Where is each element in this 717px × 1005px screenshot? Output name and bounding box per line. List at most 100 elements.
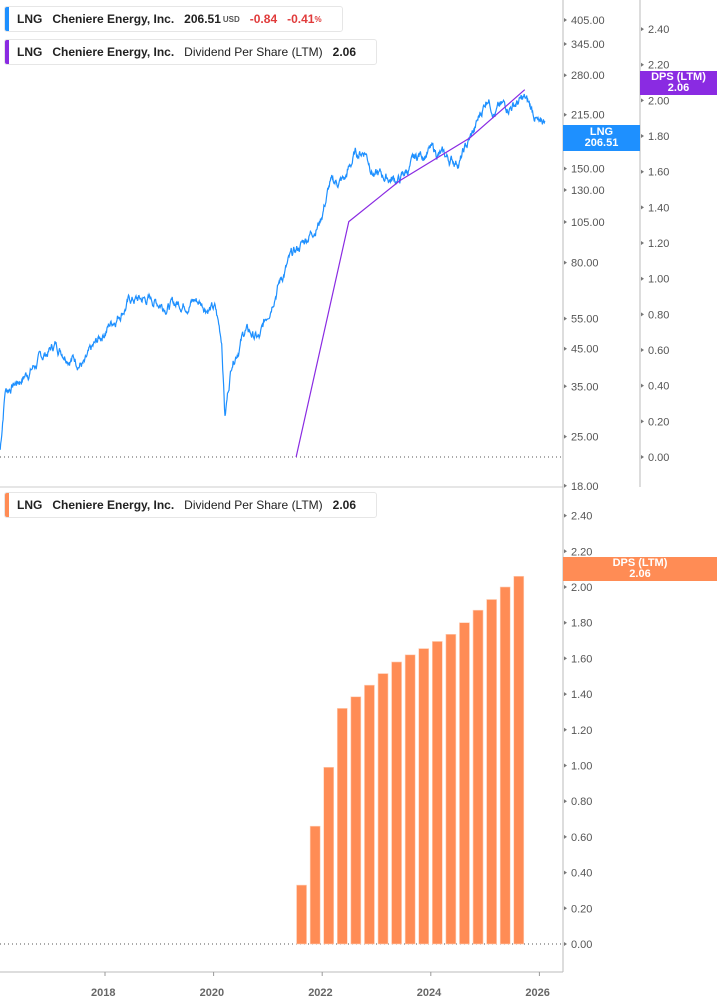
tag-label: LNG [589, 126, 614, 138]
price-legend[interactable]: LNG Cheniere Energy, Inc. 206.51 USD -0.… [4, 6, 343, 32]
dps-bottom-axis-tag: DPS (LTM) 2.06 [563, 557, 717, 581]
legend-price: 206.51 [184, 12, 221, 26]
dps-bar-tick-label: 2.00 [571, 582, 592, 594]
tick-mark [564, 260, 567, 265]
tick-mark [564, 727, 567, 732]
tick-mark [641, 383, 644, 388]
legend-company: Cheniere Energy, Inc. [52, 12, 175, 26]
dps-bar [296, 884, 307, 945]
dps-bar [336, 708, 348, 945]
dps-bar [513, 575, 525, 945]
tag-value: 2.06 [667, 82, 690, 94]
tag-value: 206.51 [584, 137, 619, 149]
tag-value: 2.06 [629, 568, 651, 580]
dps-bar [364, 684, 375, 945]
price-tick-label: 35.00 [571, 381, 599, 393]
dps-line [295, 89, 526, 458]
tick-mark [564, 549, 567, 554]
tick-mark [641, 27, 644, 32]
price-line [0, 93, 546, 450]
tick-mark [641, 455, 644, 459]
price-tick-label: 105.00 [571, 217, 605, 229]
x-tick-label: 2024 [417, 987, 442, 999]
price-tick-label: 55.00 [571, 314, 599, 326]
tick-mark [564, 316, 567, 321]
dps-tick-label: 0.60 [648, 345, 669, 357]
legend-company: Cheniere Energy, Inc. [52, 498, 175, 512]
legend-ticker: LNG [17, 12, 43, 26]
tick-mark [564, 513, 567, 518]
tick-mark [641, 62, 644, 67]
tick-mark [564, 585, 567, 589]
price-tick-label: 18.00 [571, 481, 599, 493]
tick-mark [564, 166, 567, 171]
tick-mark [564, 219, 567, 224]
tick-mark [564, 346, 567, 351]
price-tick-label: 280.00 [571, 70, 605, 82]
legend-company: Cheniere Energy, Inc. [52, 45, 175, 59]
price-tick-label: 405.00 [571, 15, 605, 27]
dps-bar [391, 661, 402, 945]
price-axis-tag: LNG 206.51 [563, 125, 640, 151]
dps-bar-tick-label: 0.20 [571, 903, 592, 915]
dps-bar [350, 696, 362, 945]
price-tick-label: 150.00 [571, 164, 605, 176]
dps-tick-label: 2.40 [648, 24, 669, 36]
price-tick-label: 45.00 [571, 344, 599, 356]
legend-color-swatch [5, 7, 9, 31]
tick-mark [564, 799, 567, 804]
dps-tick-label: 1.00 [648, 274, 669, 286]
price-tick-label: 345.00 [571, 39, 605, 51]
dps-legend-top[interactable]: LNG Cheniere Energy, Inc. Dividend Per S… [4, 39, 378, 65]
dps-bar-tick-label: 0.40 [571, 868, 592, 880]
dps-bar [499, 586, 511, 945]
legend-color-swatch [5, 40, 9, 64]
dps-top-axis-tag: DPS (LTM) 2.06 [640, 71, 717, 95]
price-tick-label: 80.00 [571, 258, 599, 270]
legend-ticker: LNG [17, 45, 43, 59]
x-tick-label: 2026 [525, 987, 549, 999]
legend-metric: Dividend Per Share (LTM) [184, 498, 323, 512]
price-tick-label: 215.00 [571, 110, 605, 122]
dps-bar [472, 609, 484, 945]
tick-mark [641, 241, 644, 246]
dps-bar-tick-label: 2.20 [571, 546, 592, 558]
legend-metric: Dividend Per Share (LTM) [184, 45, 323, 59]
dps-bar [404, 654, 416, 945]
tag-label: DPS (LTM) [651, 71, 706, 83]
legend-currency: USD [222, 14, 240, 24]
tick-mark [641, 205, 644, 210]
tick-mark [564, 906, 567, 911]
tick-mark [564, 834, 567, 839]
dps-tick-label: 2.20 [648, 60, 669, 72]
tick-mark [564, 187, 567, 192]
legend-value: 2.06 [332, 45, 357, 59]
tick-mark [641, 312, 644, 317]
tick-mark [564, 73, 567, 78]
tick-mark [641, 276, 644, 281]
dps-bar-tick-label: 1.20 [571, 725, 592, 737]
dps-tick-label: 0.80 [648, 309, 669, 321]
dps-legend-bottom[interactable]: LNG Cheniere Energy, Inc. Dividend Per S… [4, 492, 378, 518]
dps-tick-label: 1.60 [648, 167, 669, 179]
dps-bar [486, 599, 497, 945]
dps-tick-label: 1.20 [648, 238, 669, 250]
legend-ticker: LNG [17, 498, 43, 512]
tick-mark [564, 870, 567, 875]
dps-bar-tick-label: 0.60 [571, 832, 592, 844]
legend-color-swatch [5, 493, 9, 517]
price-tick-label: 25.00 [571, 432, 599, 444]
x-tick-label: 2018 [91, 987, 115, 999]
dps-bar [459, 622, 470, 945]
dps-bar [309, 825, 321, 945]
tick-mark [564, 112, 567, 117]
dps-bar [377, 673, 389, 945]
x-tick-label: 2022 [308, 987, 332, 999]
tick-mark [564, 620, 567, 625]
tick-mark [564, 434, 567, 439]
legend-change-pct: -0.41 [287, 12, 315, 26]
tick-mark [564, 763, 567, 768]
dps-bar-tick-label: 1.80 [571, 618, 592, 630]
legend-change: -0.84 [249, 12, 278, 26]
